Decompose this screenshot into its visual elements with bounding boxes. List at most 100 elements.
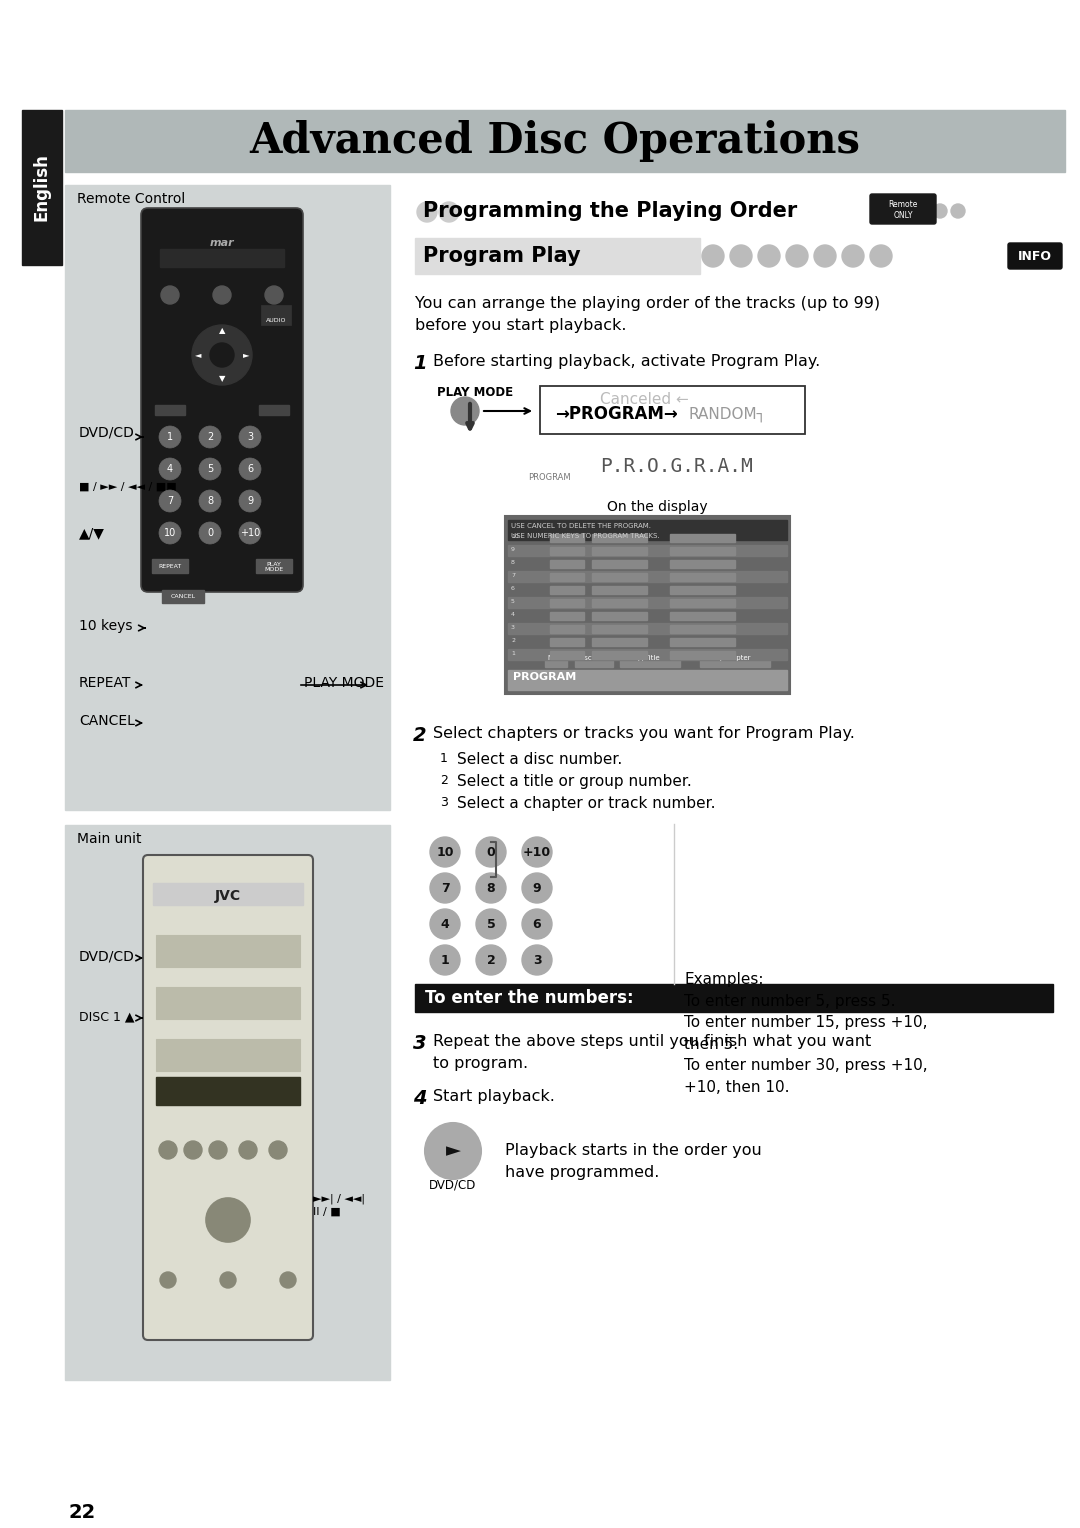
Text: ■ / ►► / ◄◄ / ■■: ■ / ►► / ◄◄ / ■■ <box>79 481 177 492</box>
Circle shape <box>160 1271 176 1288</box>
Circle shape <box>280 1271 296 1288</box>
Circle shape <box>951 205 966 219</box>
Bar <box>592 639 647 646</box>
Circle shape <box>522 837 552 866</box>
Text: Program Play: Program Play <box>423 246 581 266</box>
Bar <box>550 573 584 581</box>
Bar <box>550 559 584 568</box>
Bar <box>156 1077 300 1105</box>
Circle shape <box>239 490 261 512</box>
Bar <box>505 516 789 694</box>
Bar <box>508 532 787 542</box>
Text: 2: 2 <box>487 953 496 967</box>
Circle shape <box>159 490 181 512</box>
Circle shape <box>522 909 552 940</box>
Circle shape <box>730 244 752 267</box>
Circle shape <box>199 426 221 448</box>
Text: ►: ► <box>243 350 249 359</box>
Text: 22: 22 <box>68 1504 95 1522</box>
Circle shape <box>786 244 808 267</box>
Bar <box>575 652 613 668</box>
Text: 1: 1 <box>440 752 448 766</box>
Bar <box>670 613 735 620</box>
Text: 10: 10 <box>436 845 454 859</box>
Text: DVD/CD: DVD/CD <box>79 426 135 440</box>
Circle shape <box>430 909 460 940</box>
Bar <box>700 652 770 668</box>
Circle shape <box>758 244 780 267</box>
Bar <box>550 547 584 555</box>
Text: Track/Chapter: Track/Chapter <box>702 656 751 662</box>
Circle shape <box>159 523 181 544</box>
Circle shape <box>870 244 892 267</box>
Circle shape <box>213 286 231 304</box>
Bar <box>65 825 390 1380</box>
Bar <box>545 652 567 668</box>
Text: 6: 6 <box>247 465 253 474</box>
Bar <box>508 571 787 582</box>
Text: 9: 9 <box>247 497 253 506</box>
Circle shape <box>430 944 460 975</box>
Text: 3: 3 <box>440 796 448 808</box>
Text: 9: 9 <box>532 882 541 894</box>
Text: +10: +10 <box>240 529 260 538</box>
Bar <box>508 610 787 620</box>
Text: PROGRAM: PROGRAM <box>528 474 570 481</box>
Circle shape <box>438 202 459 222</box>
Text: Select a title or group number.: Select a title or group number. <box>457 775 692 788</box>
Text: No: No <box>546 656 556 662</box>
Text: INFO: INFO <box>1018 249 1052 263</box>
Text: before you start playback.: before you start playback. <box>415 318 626 333</box>
Text: 1: 1 <box>441 953 449 967</box>
Bar <box>415 984 1053 1012</box>
Text: +10: +10 <box>523 845 551 859</box>
Text: REPEAT: REPEAT <box>159 564 181 570</box>
Bar <box>156 405 185 416</box>
Circle shape <box>430 837 460 866</box>
Bar <box>550 599 584 607</box>
Text: DVD/CD: DVD/CD <box>430 1180 476 1192</box>
Text: PLAY MODE: PLAY MODE <box>303 675 384 691</box>
Bar <box>65 185 390 810</box>
Bar <box>670 547 735 555</box>
Text: Before starting playback, activate Program Play.: Before starting playback, activate Progr… <box>433 354 820 368</box>
Text: Canceled ←: Canceled ← <box>600 393 689 408</box>
Bar <box>415 238 700 274</box>
Text: ▲: ▲ <box>219 327 226 336</box>
Bar <box>670 559 735 568</box>
Text: AUDIO: AUDIO <box>266 318 286 322</box>
Text: have programmed.: have programmed. <box>505 1164 660 1180</box>
Bar <box>160 249 284 267</box>
Text: 10: 10 <box>164 529 176 538</box>
Text: to program.: to program. <box>433 1056 528 1071</box>
Bar <box>592 573 647 581</box>
Text: 1: 1 <box>413 354 427 373</box>
Bar <box>592 651 647 659</box>
Circle shape <box>184 1141 202 1160</box>
Text: CANCEL: CANCEL <box>79 714 135 727</box>
Bar <box>550 651 584 659</box>
Text: 5: 5 <box>207 465 213 474</box>
Circle shape <box>476 837 507 866</box>
Text: 6: 6 <box>511 587 515 591</box>
Bar <box>156 935 300 967</box>
Circle shape <box>430 872 460 903</box>
Text: 2: 2 <box>511 639 515 643</box>
Text: USE NUMERIC KEYS TO PROGRAM TRACKS.: USE NUMERIC KEYS TO PROGRAM TRACKS. <box>511 533 660 539</box>
Text: 10: 10 <box>511 533 518 539</box>
Text: 3: 3 <box>413 1034 427 1053</box>
Text: 3: 3 <box>511 625 515 630</box>
FancyBboxPatch shape <box>143 856 313 1340</box>
Text: REPEAT: REPEAT <box>79 675 132 691</box>
Bar <box>508 558 787 568</box>
Bar <box>670 639 735 646</box>
Text: USE CANCEL TO DELETE THE PROGRAM.: USE CANCEL TO DELETE THE PROGRAM. <box>511 523 651 529</box>
Bar <box>592 625 647 633</box>
Text: 8: 8 <box>207 497 213 506</box>
Circle shape <box>522 944 552 975</box>
Bar <box>519 445 795 486</box>
Text: 6: 6 <box>532 917 541 931</box>
Circle shape <box>239 1141 257 1160</box>
Circle shape <box>192 325 252 385</box>
Circle shape <box>210 1141 227 1160</box>
